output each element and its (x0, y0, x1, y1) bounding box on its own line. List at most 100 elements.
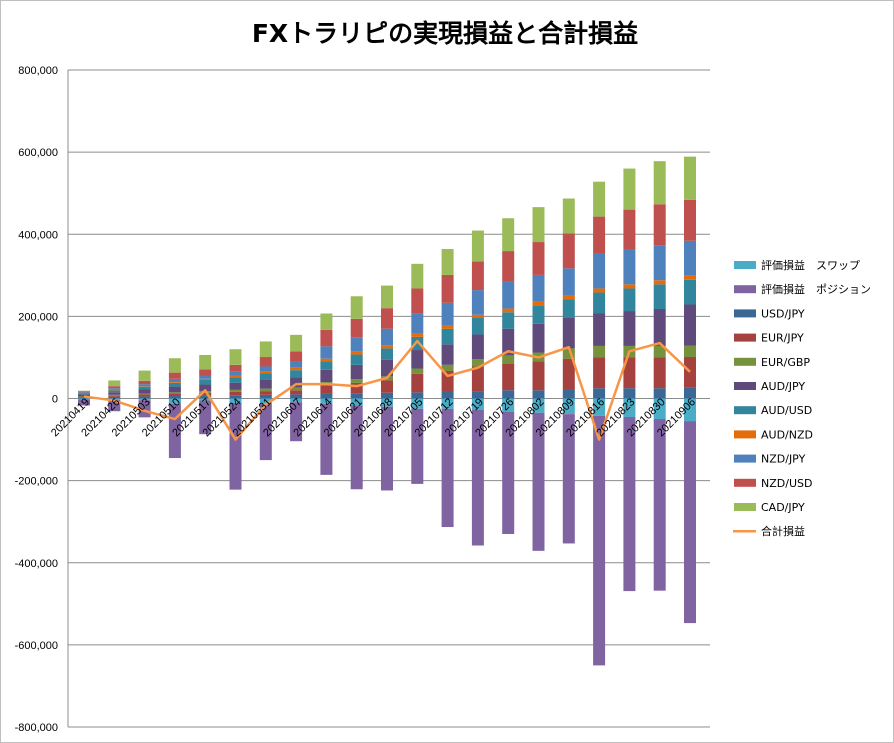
bar-segment (623, 249, 636, 285)
bar-segment (532, 207, 545, 243)
y-tick-label: 400,000 (18, 229, 58, 241)
bar-segment (168, 392, 181, 394)
bar-segment (381, 285, 393, 309)
bar-segment (441, 364, 454, 371)
bar-segment (471, 314, 484, 319)
legend-label: CAD/JPY (761, 501, 805, 514)
bar-segment (138, 396, 151, 399)
bar-segment (108, 388, 121, 390)
bar-segment (138, 393, 151, 395)
bar-segment (502, 281, 515, 309)
bar-segment (562, 389, 575, 399)
bar-segment (229, 377, 242, 383)
bar-segment (471, 359, 484, 367)
bar-segment (229, 349, 242, 365)
legend-swatch (734, 430, 756, 439)
bar-segment (290, 398, 303, 403)
bar-segment (623, 357, 636, 389)
bar-segment (471, 398, 484, 410)
bar-segment (229, 389, 242, 392)
bar-segment (684, 199, 696, 241)
bar-segment (138, 386, 151, 390)
bar-segment (259, 366, 272, 372)
bar-segment (471, 334, 484, 360)
legend-swatch (734, 285, 756, 294)
bar-segment (320, 346, 333, 359)
bar-segment (593, 388, 606, 399)
bar-segment (411, 398, 424, 409)
bar-segment (593, 216, 606, 254)
bar-segment (199, 392, 212, 396)
bar-segment (441, 398, 454, 409)
bar-segment (350, 398, 363, 406)
legend-swatch (734, 333, 756, 342)
bar-segment (290, 351, 303, 362)
bar-segment (441, 328, 454, 345)
bar-segment (229, 364, 242, 372)
bar-segment (78, 391, 90, 393)
bar-segment (138, 380, 151, 385)
legend-swatch (734, 503, 756, 511)
bar-segment (502, 218, 515, 252)
bar-segment (471, 290, 484, 315)
bar-segment (259, 391, 272, 395)
bar-segment (653, 280, 666, 285)
bar-segment (138, 389, 151, 394)
bar-segment (381, 308, 393, 329)
bar-segment (168, 396, 181, 399)
bar-segment (502, 411, 515, 535)
bar-segment (259, 403, 272, 461)
bar-segment (471, 230, 484, 262)
bar-segment (350, 296, 363, 319)
bar-segment (290, 387, 303, 391)
bar-segment (78, 398, 90, 400)
bar-segment (350, 337, 363, 352)
bar-segment (320, 358, 333, 362)
bar-segment (320, 393, 333, 399)
bar-segment (320, 329, 333, 347)
bar-segment (411, 368, 424, 374)
bar-segment (562, 398, 575, 415)
bar-segment (199, 354, 212, 370)
bar-segment (199, 375, 212, 379)
legend-label: 評価損益 ポジション (761, 282, 871, 296)
bar-segment (78, 394, 90, 397)
bar-segment (290, 377, 303, 388)
bar-segment (259, 379, 272, 389)
bar-segment (168, 386, 181, 393)
bar-segment (168, 382, 181, 387)
bar-segment (532, 274, 545, 302)
bar-segment (653, 398, 666, 420)
bar-segment (411, 313, 424, 334)
bar-segment (199, 398, 212, 401)
legend-swatch (734, 454, 756, 463)
bar-segment (78, 390, 90, 392)
bar-segment (381, 348, 393, 360)
bar-segment (502, 390, 515, 399)
bar-segment (229, 382, 242, 390)
bar-segment (168, 382, 181, 383)
legend-swatch (734, 478, 756, 487)
bar-segment (684, 275, 696, 280)
bar-segment (623, 311, 636, 346)
y-tick-label: -600,000 (15, 640, 58, 652)
bar-segment (411, 392, 424, 399)
bar-segment (320, 361, 333, 370)
legend-swatch (734, 406, 756, 415)
y-axis: 800,000 600,000 400,000 200,000 0 -200,000 -40… (15, 65, 69, 734)
bar-segment (684, 398, 696, 422)
bar-segment (593, 357, 606, 389)
bar-segment (471, 261, 484, 291)
bar-segment (138, 394, 151, 397)
bar-segment (562, 233, 575, 269)
bar-segment (199, 380, 212, 385)
bar-segment (199, 395, 212, 399)
bar-segment (290, 367, 303, 371)
bar-segment (290, 390, 303, 395)
bar-segment (562, 358, 575, 390)
y-tick-label: 0 (52, 394, 58, 406)
bar-segment (259, 357, 272, 367)
bar-segment (471, 409, 484, 546)
bar-segment (108, 394, 121, 396)
